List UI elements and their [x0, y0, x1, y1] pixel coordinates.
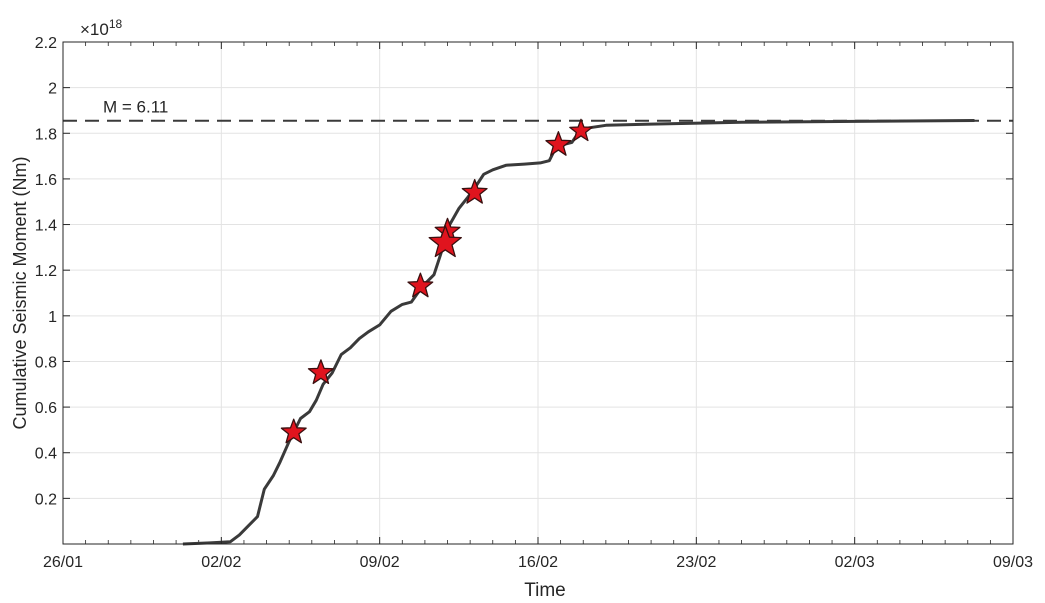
reference-line-label: M = 6.11 — [103, 98, 168, 117]
event-star-marker — [461, 178, 488, 204]
y-tick-label: 0.8 — [35, 354, 57, 371]
event-star-marker — [545, 131, 572, 156]
y-exponent-base: ×10 — [80, 20, 109, 39]
y-exponent-label: ×1018 — [80, 17, 123, 39]
x-axis-ticks: 26/01 02/02 09/02 16/02 23/02 02/03 09/03 — [43, 42, 1033, 571]
y-tick-label: 1.8 — [35, 126, 57, 143]
y-tick-label: 2.2 — [35, 35, 57, 52]
y-axis-label: Cumulative Seismic Moment (Nm) — [10, 156, 30, 429]
x-tick-label: 09/02 — [360, 554, 400, 571]
y-tick-label: 1.4 — [35, 218, 57, 235]
event-star-marker — [407, 272, 434, 298]
y-exponent-power: 18 — [109, 17, 123, 31]
x-axis-label: Time — [524, 580, 566, 601]
event-markers — [280, 118, 593, 444]
x-tick-label: 02/02 — [201, 554, 241, 571]
event-star-marker — [428, 225, 462, 258]
event-star-marker — [280, 418, 307, 444]
x-tick-label: 09/03 — [993, 554, 1033, 571]
y-axis-ticks: 0.2 0.4 0.6 0.8 1 1.2 1.4 1.6 1.8 2 2.2 — [35, 35, 1013, 508]
reference-line-group: M = 6.11 — [63, 98, 1013, 122]
x-tick-label: 26/01 — [43, 554, 83, 571]
y-tick-label: 2 — [48, 81, 57, 98]
y-tick-label: 0.2 — [35, 491, 57, 508]
y-tick-label: 1.6 — [35, 172, 57, 189]
event-star-marker — [307, 359, 334, 385]
x-tick-label: 16/02 — [518, 554, 558, 571]
y-tick-label: 1.2 — [35, 263, 57, 280]
x-tick-label: 23/02 — [676, 554, 716, 571]
minor-ticks — [85, 42, 991, 544]
y-tick-label: 1 — [48, 309, 57, 326]
y-tick-label: 0.4 — [35, 446, 57, 463]
x-tick-label: 02/03 — [835, 554, 875, 571]
y-tick-label: 0.6 — [35, 400, 57, 417]
event-star-marker — [569, 118, 593, 142]
